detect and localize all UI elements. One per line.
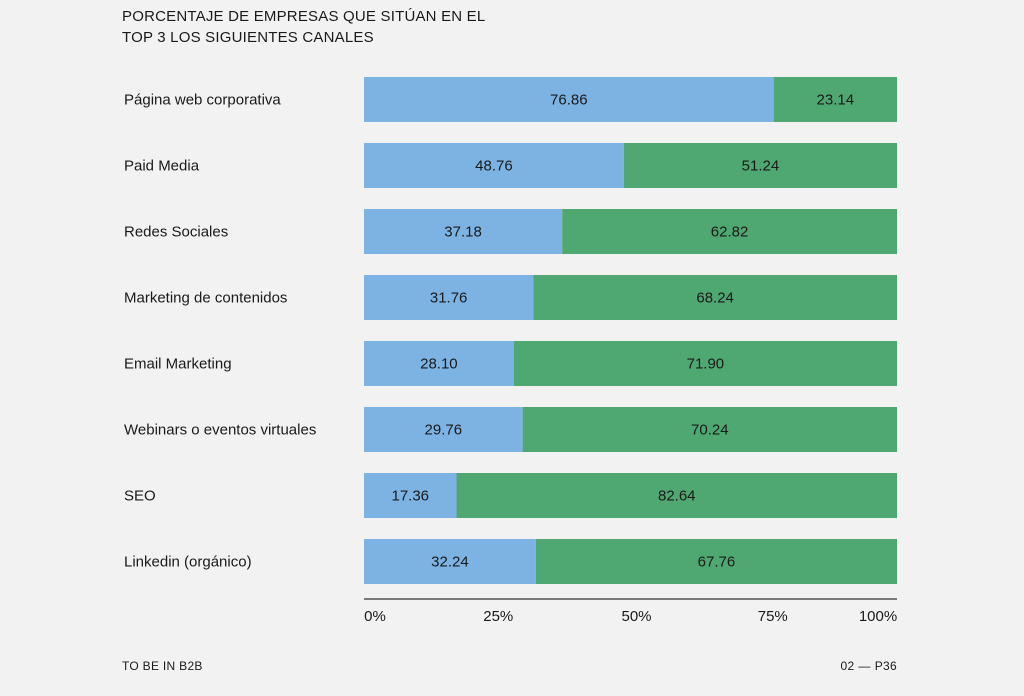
bar-segment-top3 <box>364 539 536 584</box>
x-tick-label: 50% <box>621 608 651 625</box>
category-label: Email Marketing <box>124 356 232 373</box>
bar-segment-rest <box>623 143 897 188</box>
bar-value-label: 48.76 <box>475 158 513 175</box>
chart-title-line-1: PORCENTAJE DE EMPRESAS QUE SITÚAN EN EL <box>122 8 486 25</box>
bar-segment-rest <box>533 275 897 320</box>
category-label: Webinars o eventos virtuales <box>124 422 316 439</box>
footer-section-number: 02 <box>840 659 855 673</box>
bar-value-label: 62.82 <box>711 224 749 241</box>
bar-value-label: 23.14 <box>817 92 855 109</box>
bar-segment-top3 <box>364 77 774 122</box>
chart-title-line-2: TOP 3 LOS SIGUIENTES CANALES <box>122 29 374 46</box>
bar-segment-rest <box>513 341 897 386</box>
category-label: Redes Sociales <box>124 224 228 241</box>
bar-value-label: 32.24 <box>431 554 469 571</box>
bar-segment-rest <box>773 77 897 122</box>
bar-segment-rest <box>562 209 897 254</box>
bar-segment-rest <box>456 473 897 518</box>
chart-title: PORCENTAJE DE EMPRESAS QUE SITÚAN EN EL … <box>122 6 485 48</box>
bar-segment-rest <box>522 407 897 452</box>
bar-value-label: 51.24 <box>742 158 780 175</box>
bar-value-label: 29.76 <box>425 422 463 439</box>
bar-value-label: 71.90 <box>687 356 725 373</box>
bar-value-label: 70.24 <box>691 422 729 439</box>
bar-segment-top3 <box>364 407 523 452</box>
category-label: Paid Media <box>124 158 200 175</box>
bar-value-label: 37.18 <box>444 224 482 241</box>
bar-value-label: 76.86 <box>550 92 588 109</box>
x-tick-label: 75% <box>758 608 788 625</box>
bar-value-label: 31.76 <box>430 290 468 307</box>
bar-value-label: 68.24 <box>696 290 734 307</box>
x-tick-label: 0% <box>364 608 386 625</box>
category-label: Marketing de contenidos <box>124 290 287 307</box>
category-label: Linkedin (orgánico) <box>124 554 252 571</box>
x-tick-label: 25% <box>483 608 513 625</box>
bar-segment-top3 <box>364 143 624 188</box>
x-tick-label: 100% <box>859 608 897 625</box>
bar-value-label: 28.10 <box>420 356 458 373</box>
bar-value-label: 17.36 <box>391 488 429 505</box>
footer-dash: — <box>858 659 871 673</box>
category-label: Página web corporativa <box>124 92 281 109</box>
bar-segment-rest <box>535 539 897 584</box>
footer-page-number: P36 <box>874 659 897 673</box>
footer-page-ref: 02— P36 <box>840 659 897 673</box>
bar-segment-top3 <box>364 341 514 386</box>
bar-value-label: 82.64 <box>658 488 696 505</box>
bar-segment-top3 <box>364 209 563 254</box>
category-label: SEO <box>124 488 156 505</box>
bar-value-label: 67.76 <box>698 554 736 571</box>
footer-brand: TO BE IN B2B <box>122 659 203 673</box>
bar-segment-top3 <box>364 275 534 320</box>
bar-segment-top3 <box>364 473 457 518</box>
